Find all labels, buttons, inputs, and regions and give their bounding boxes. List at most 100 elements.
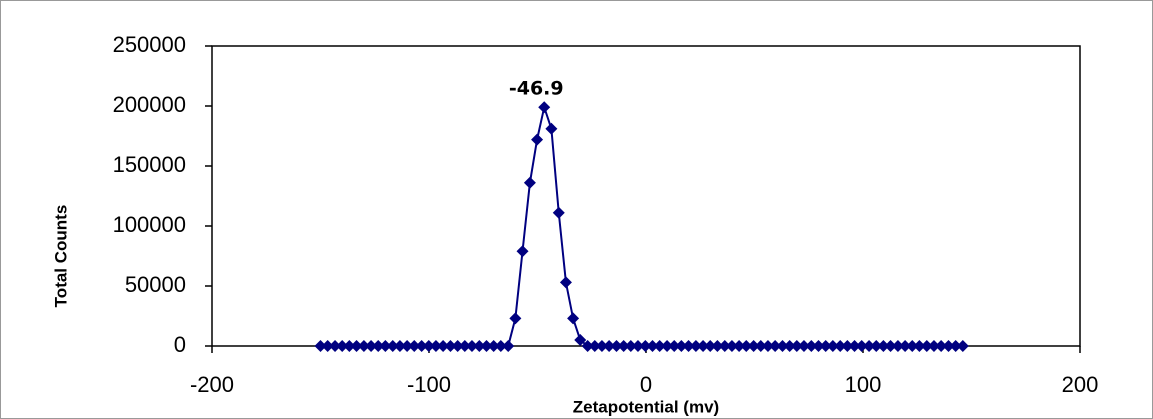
data-point [740,340,753,352]
data-point [899,340,912,352]
y-tick-label: 100000 [113,212,186,237]
data-point [444,340,457,352]
data-point [603,340,616,352]
data-point [509,312,522,325]
data-point [863,340,876,352]
data-point [502,340,515,352]
data-point [415,340,428,352]
data-point [790,340,803,352]
data-point [336,340,349,352]
data-point [473,340,486,352]
data-point [682,340,695,352]
data-point [343,340,356,352]
y-tick-label: 0 [174,332,186,357]
data-point [805,340,818,352]
data-point [329,340,342,352]
data-point [718,340,731,352]
data-point [538,101,551,114]
data-point [422,340,435,352]
data-point [451,340,464,352]
data-point [574,334,587,346]
x-axis-title: Zetapotential (mv) [573,397,719,416]
data-point [646,340,659,352]
data-point [913,340,926,352]
data-point [769,340,782,352]
data-point [386,340,399,352]
data-point [920,340,933,352]
data-point [754,340,767,352]
data-point [487,340,500,352]
y-axis-title: Total Counts [51,205,70,308]
data-point [704,340,717,352]
data-point [321,340,334,352]
data-point [480,340,493,352]
x-tick-label: 100 [845,372,882,397]
data-point [379,340,392,352]
data-point [761,340,774,352]
data-point [610,340,623,352]
data-point [631,340,644,352]
data-point [567,312,580,325]
data-point [545,122,558,135]
data-point [826,340,839,352]
data-point [884,340,897,352]
data-point [516,245,529,258]
data-point [797,340,810,352]
data-point [401,340,414,352]
data-point [819,340,832,352]
data-point [372,340,385,352]
data-point [458,340,471,352]
data-point [891,340,904,352]
data-point [776,340,789,352]
data-point [927,340,940,352]
data-point [783,340,796,352]
data-point [747,340,760,352]
data-point [675,340,688,352]
data-point [494,340,507,352]
data-point [711,340,724,352]
data-point [437,340,450,352]
data-point [841,340,854,352]
y-tick-label: 200000 [113,92,186,117]
data-point [314,340,327,352]
data-point [588,340,601,352]
data-point [935,340,948,352]
x-tick-label: 0 [640,372,652,397]
data-point [725,340,738,352]
data-point [465,340,478,352]
data-point [350,340,363,352]
data-point [595,340,608,352]
data-point [697,340,710,352]
data-point [429,340,442,352]
data-point [689,340,702,352]
data-point [531,133,544,146]
data-point [559,276,572,289]
data-point [365,340,378,352]
data-point [581,340,594,352]
data-point [848,340,861,352]
data-point [870,340,883,352]
data-point [523,176,536,189]
y-tick-label: 250000 [113,32,186,57]
data-point [639,340,652,352]
data-point [624,340,637,352]
data-point [733,340,746,352]
x-tick-label: 200 [1062,372,1099,397]
data-point [357,340,370,352]
data-point [617,340,630,352]
data-point [949,340,962,352]
data-point [906,340,919,352]
data-point [408,340,421,352]
data-point [834,340,847,352]
peak-label: -46.9 [509,78,564,100]
data-point [653,340,666,352]
y-tick-label: 50000 [125,272,186,297]
data-point [661,340,674,352]
y-tick-label: 150000 [113,152,186,177]
x-tick-label: -100 [407,372,451,397]
data-point [393,340,406,352]
data-point [812,340,825,352]
data-point [956,340,969,352]
data-point [552,206,565,219]
